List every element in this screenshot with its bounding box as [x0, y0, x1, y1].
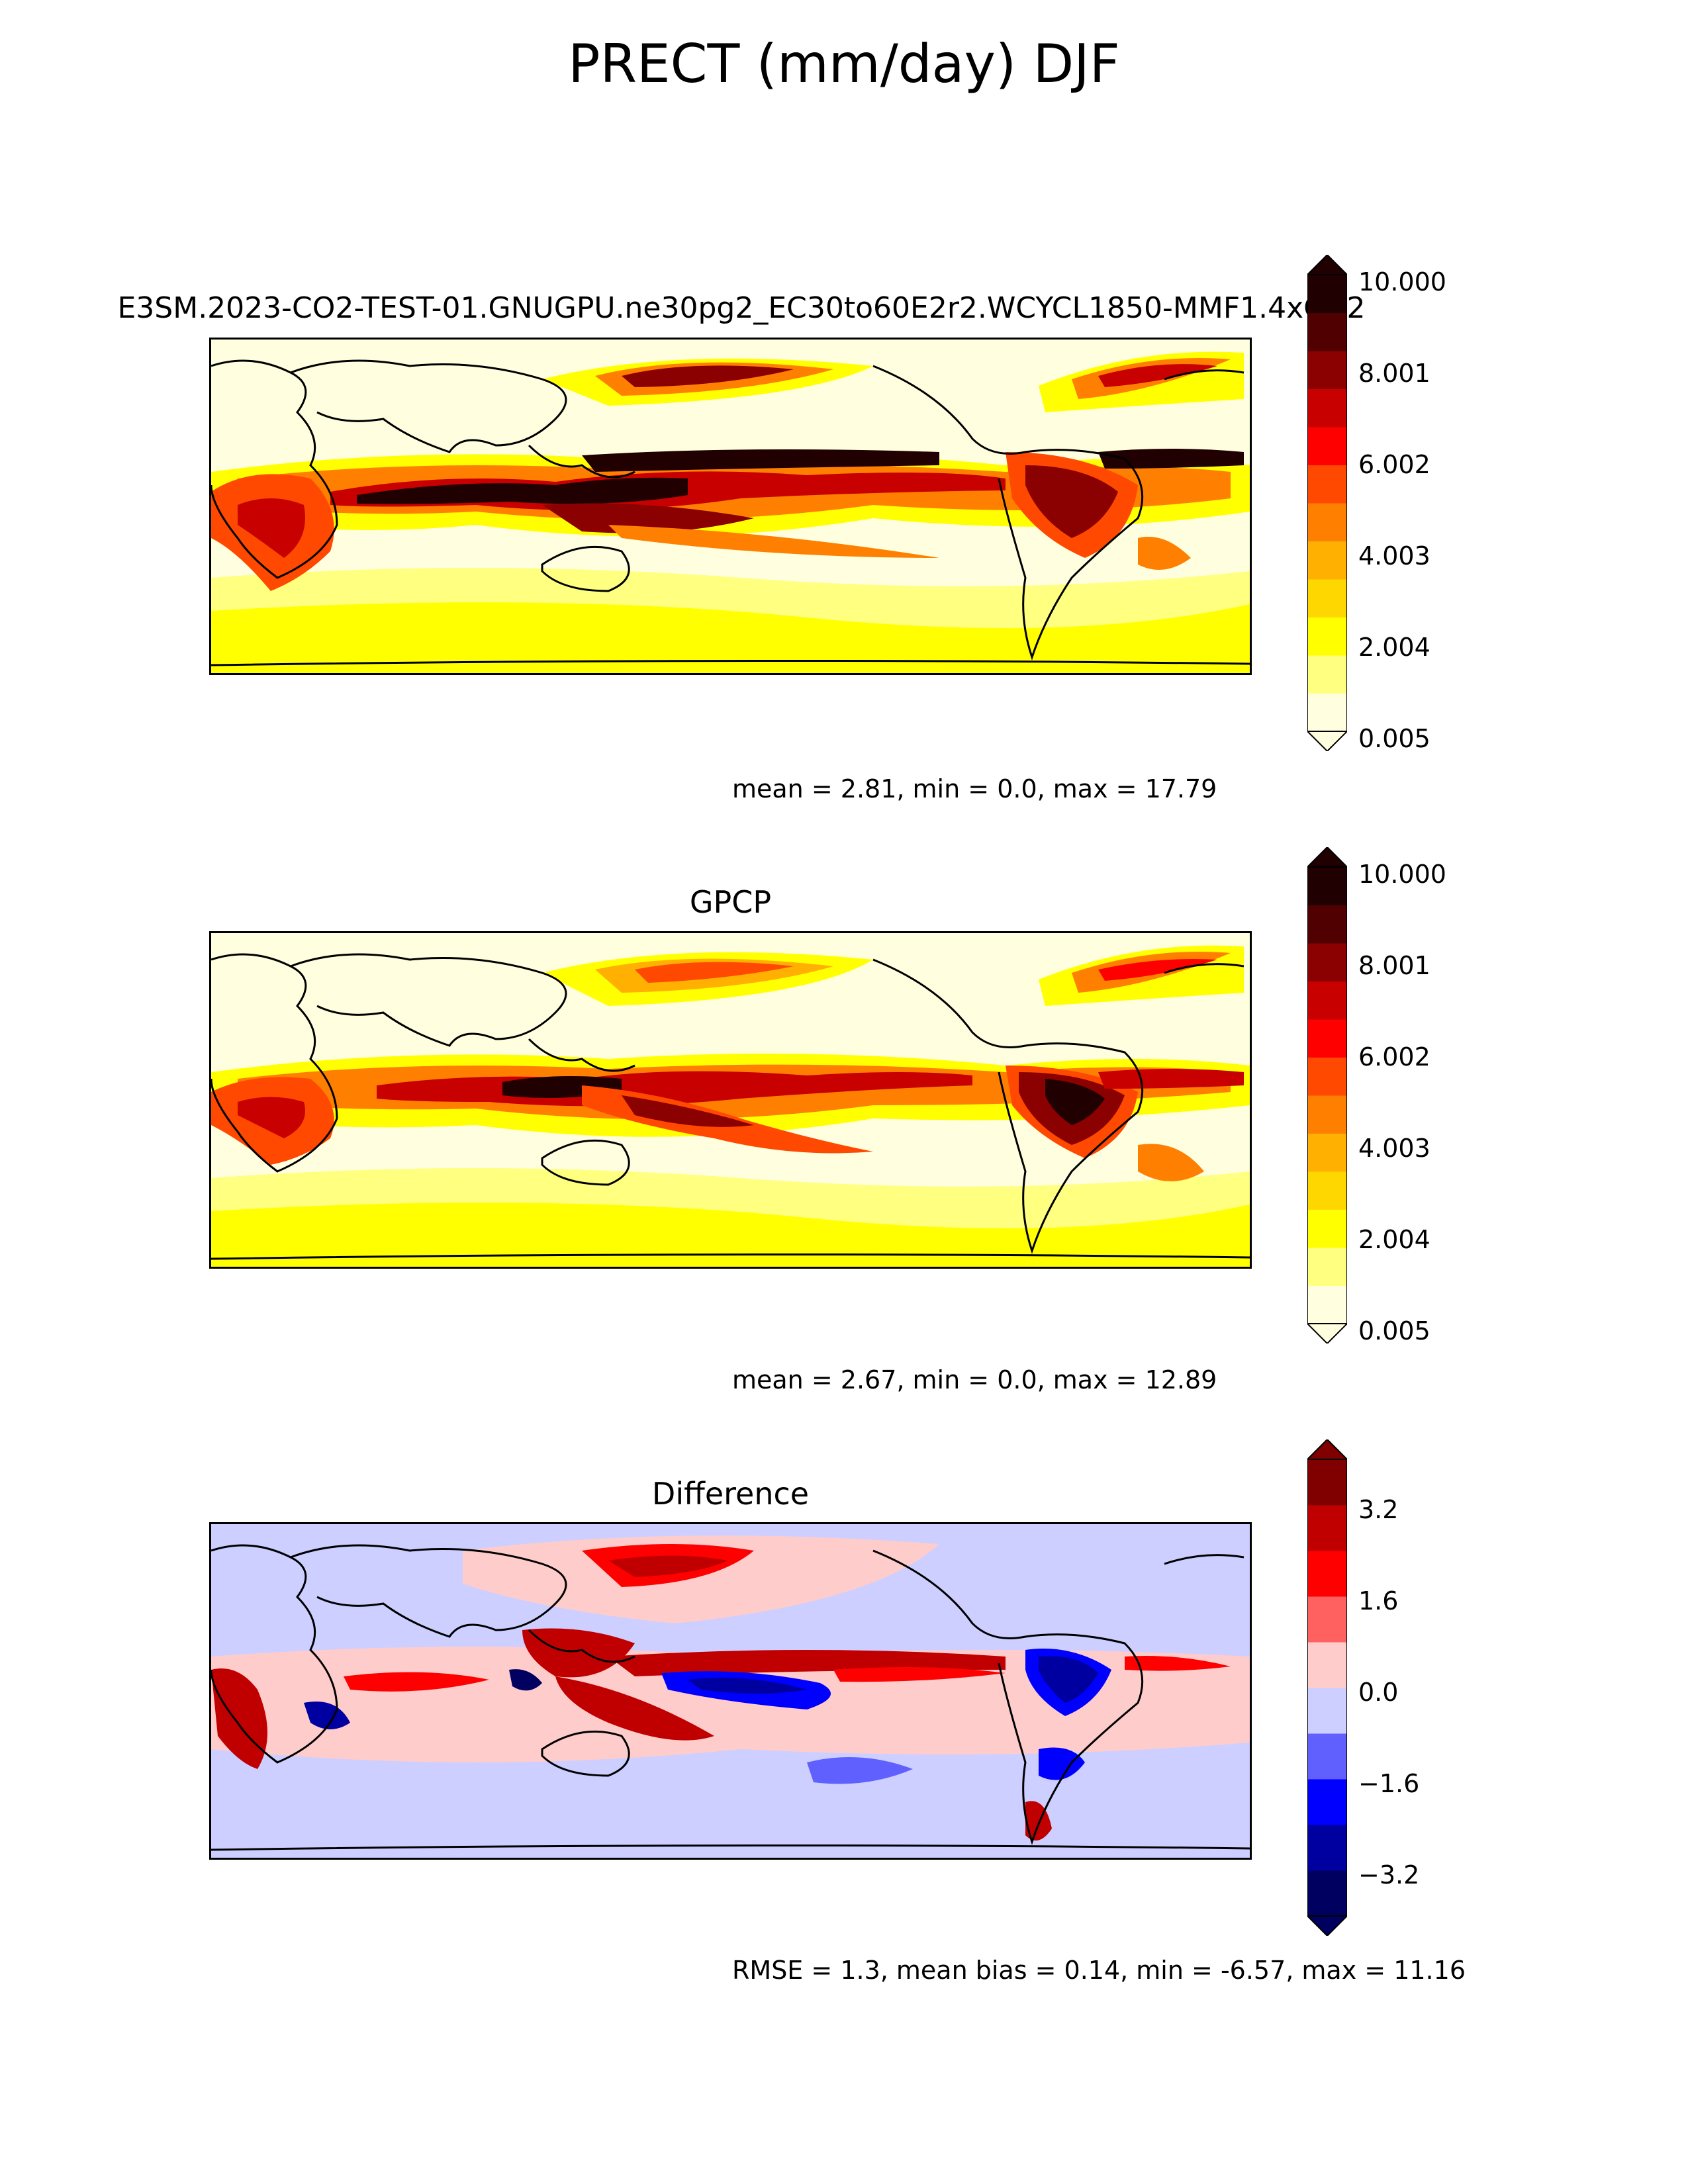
colorbar-segment: [1307, 427, 1347, 465]
colorbar-segment: [1307, 693, 1347, 732]
colorbar-segment: [1307, 981, 1347, 1020]
colorbar-segment: [1307, 1596, 1347, 1643]
cb3-tick-3: −1.6: [1358, 1769, 1420, 1798]
stats-test: mean = 2.81, min = 0.0, max = 17.79: [732, 774, 1217, 803]
cb1-tick-2: 6.002: [1358, 450, 1430, 479]
cb1-tick-0: 10.000: [1358, 267, 1446, 296]
colorbar-segment: [1307, 388, 1347, 428]
colorbar-segment: [1307, 1551, 1347, 1597]
colorbar-segment: [1307, 351, 1347, 389]
colorbar-segment: [1307, 1688, 1347, 1734]
cb2-tick-1: 8.001: [1358, 951, 1430, 980]
stats-difference: RMSE = 1.3, mean bias = 0.14, min = -6.5…: [732, 1956, 1466, 1985]
colorbar-segment: [1307, 867, 1347, 905]
colorbar-segment: [1307, 579, 1347, 617]
stats-reference: mean = 2.67, min = 0.0, max = 12.89: [732, 1365, 1217, 1394]
colorbar-segment: [1307, 905, 1347, 944]
colorbar-segment: [1307, 1285, 1347, 1324]
cb1-tick-5: 0.005: [1358, 724, 1430, 753]
map-difference: [209, 1522, 1252, 1860]
colorbar-segment: [1307, 1095, 1347, 1134]
colorbar-segment: [1307, 1133, 1347, 1172]
colorbar-segment: [1307, 1825, 1347, 1871]
colorbar-segment: [1307, 465, 1347, 504]
colorbar-segment: [1307, 1779, 1347, 1825]
colorbar-reference: [1305, 846, 1349, 1345]
colorbar-segment: [1307, 275, 1347, 313]
colorbar-segment: [1307, 541, 1347, 580]
colorbar-segment: [1307, 1057, 1347, 1096]
panel-title-reference: GPCP: [689, 884, 772, 920]
colorbar-segment: [1307, 655, 1347, 694]
colorbar-segment: [1307, 1171, 1347, 1210]
cb2-tick-4: 2.004: [1358, 1225, 1430, 1254]
cb2-tick-0: 10.000: [1358, 860, 1446, 889]
panel-title-difference: Difference: [651, 1476, 810, 1512]
cb2-tick-3: 4.003: [1358, 1134, 1430, 1163]
cb1-tick-1: 8.001: [1358, 359, 1430, 388]
cb1-tick-3: 4.003: [1358, 541, 1430, 570]
colorbar-segment: [1307, 943, 1347, 981]
panel-title-test: E3SM.2023-CO2-TEST-01.GNUGPU.ne30pg2_EC3…: [117, 291, 1366, 325]
precip-field-test: [211, 340, 1250, 673]
precip-field-reference: [211, 933, 1250, 1267]
colorbar-segment: [1307, 1870, 1347, 1917]
colorbar-segment: [1307, 1209, 1347, 1248]
cb2-tick-2: 6.002: [1358, 1042, 1430, 1071]
colorbar-segment: [1307, 1459, 1347, 1506]
colorbar-difference: [1305, 1438, 1349, 1937]
colorbar-segment: [1307, 1019, 1347, 1058]
map-test: [209, 338, 1252, 675]
colorbar-segment: [1307, 312, 1347, 351]
cb3-tick-4: −3.2: [1358, 1860, 1420, 1889]
cb3-tick-2: 0.0: [1358, 1678, 1399, 1707]
cb3-tick-0: 3.2: [1358, 1495, 1399, 1524]
cb3-tick-1: 1.6: [1358, 1586, 1399, 1615]
colorbar-segment: [1307, 1248, 1347, 1286]
colorbar-segment: [1307, 617, 1347, 656]
colorbar-segment: [1307, 1733, 1347, 1780]
precip-field-difference: [211, 1524, 1250, 1858]
map-reference: [209, 931, 1252, 1269]
figure-title: PRECT (mm/day) DJF: [568, 33, 1120, 95]
colorbar-test: [1305, 253, 1349, 752]
colorbar-segment: [1307, 1642, 1347, 1688]
colorbar-segment: [1307, 503, 1347, 541]
colorbar-segment: [1307, 1505, 1347, 1551]
cb1-tick-4: 2.004: [1358, 633, 1430, 662]
cb2-tick-5: 0.005: [1358, 1316, 1430, 1345]
